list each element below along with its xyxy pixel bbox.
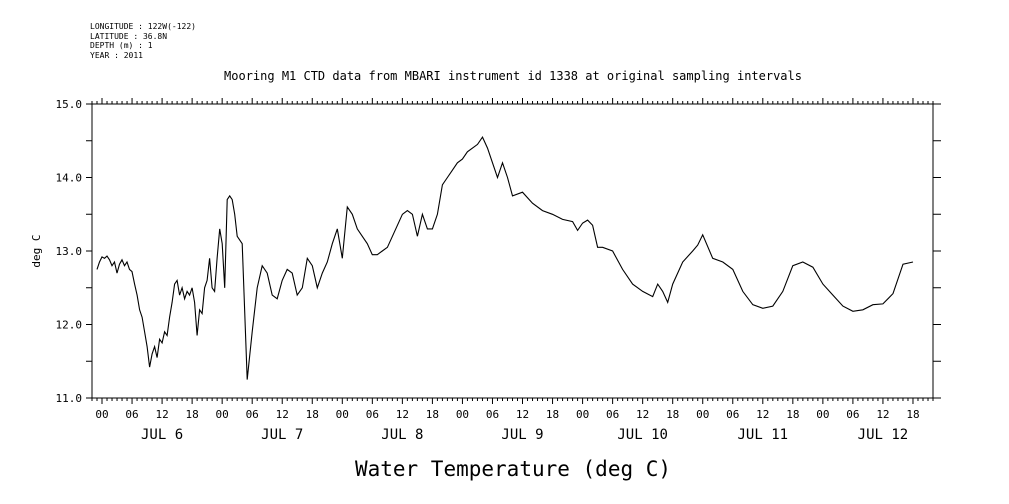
y-tick-label: 12.0 [56,319,83,332]
x-day-label: JUL 11 [738,427,789,443]
x-day-label: JUL 6 [141,427,183,443]
y-tick-label: 11.0 [56,392,83,405]
x-tick-label: 00 [576,408,589,421]
x-tick-label: 18 [786,408,799,421]
x-tick-label: 18 [306,408,319,421]
x-tick-label: 06 [125,408,138,421]
x-tick-label: 12 [756,408,769,421]
longitude-line: LONGITUDE : 122W(-122) [90,22,196,31]
x-tick-label: 12 [876,408,889,421]
x-tick-label: 06 [486,408,499,421]
water-temperature-line [96,135,914,380]
x-day-label: JUL 8 [381,427,423,443]
x-tick-label: 18 [546,408,559,421]
x-axis-label: Water Temperature (deg C) [355,457,671,481]
x-tick-label: 06 [846,408,859,421]
x-tick-label: 12 [276,408,289,421]
x-tick-label: 06 [366,408,379,421]
x-tick-label: 00 [95,408,108,421]
x-tick-label: 18 [426,408,439,421]
x-tick-label: 00 [816,408,829,421]
depth-line: DEPTH (m) : 1 [90,41,153,50]
x-tick-label: 06 [606,408,619,421]
dataset-metadata: LONGITUDE : 122W(-122) LATITUDE : 36.8N … [90,22,196,60]
x-tick-label: 12 [516,408,529,421]
x-tick-label: 12 [155,408,168,421]
x-tick-label: 00 [456,408,469,421]
x-tick-label: 12 [636,408,649,421]
x-day-label: JUL 9 [501,427,543,443]
x-tick-label: 00 [696,408,709,421]
year-line: YEAR : 2011 [90,50,143,60]
x-tick-label: 18 [906,408,919,421]
x-day-label: JUL 12 [858,427,909,443]
y-axis-label: deg C [30,234,43,267]
chart-title: Mooring M1 CTD data from MBARI instrumen… [224,69,802,83]
x-day-label: JUL 10 [617,427,668,443]
x-tick-label: 06 [726,408,739,421]
x-tick-label: 18 [185,408,198,421]
x-day-label: JUL 7 [261,427,303,443]
latitude-line: LATITUDE : 36.8N [90,31,168,41]
x-tick-label: 18 [666,408,679,421]
y-tick-label: 15.0 [56,98,83,111]
x-tick-label: 12 [396,408,409,421]
x-tick-label: 00 [216,408,229,421]
x-tick-label: 06 [246,408,259,421]
y-tick-label: 14.0 [56,172,83,185]
y-tick-label: 13.0 [56,245,83,258]
x-tick-label: 00 [336,408,349,421]
